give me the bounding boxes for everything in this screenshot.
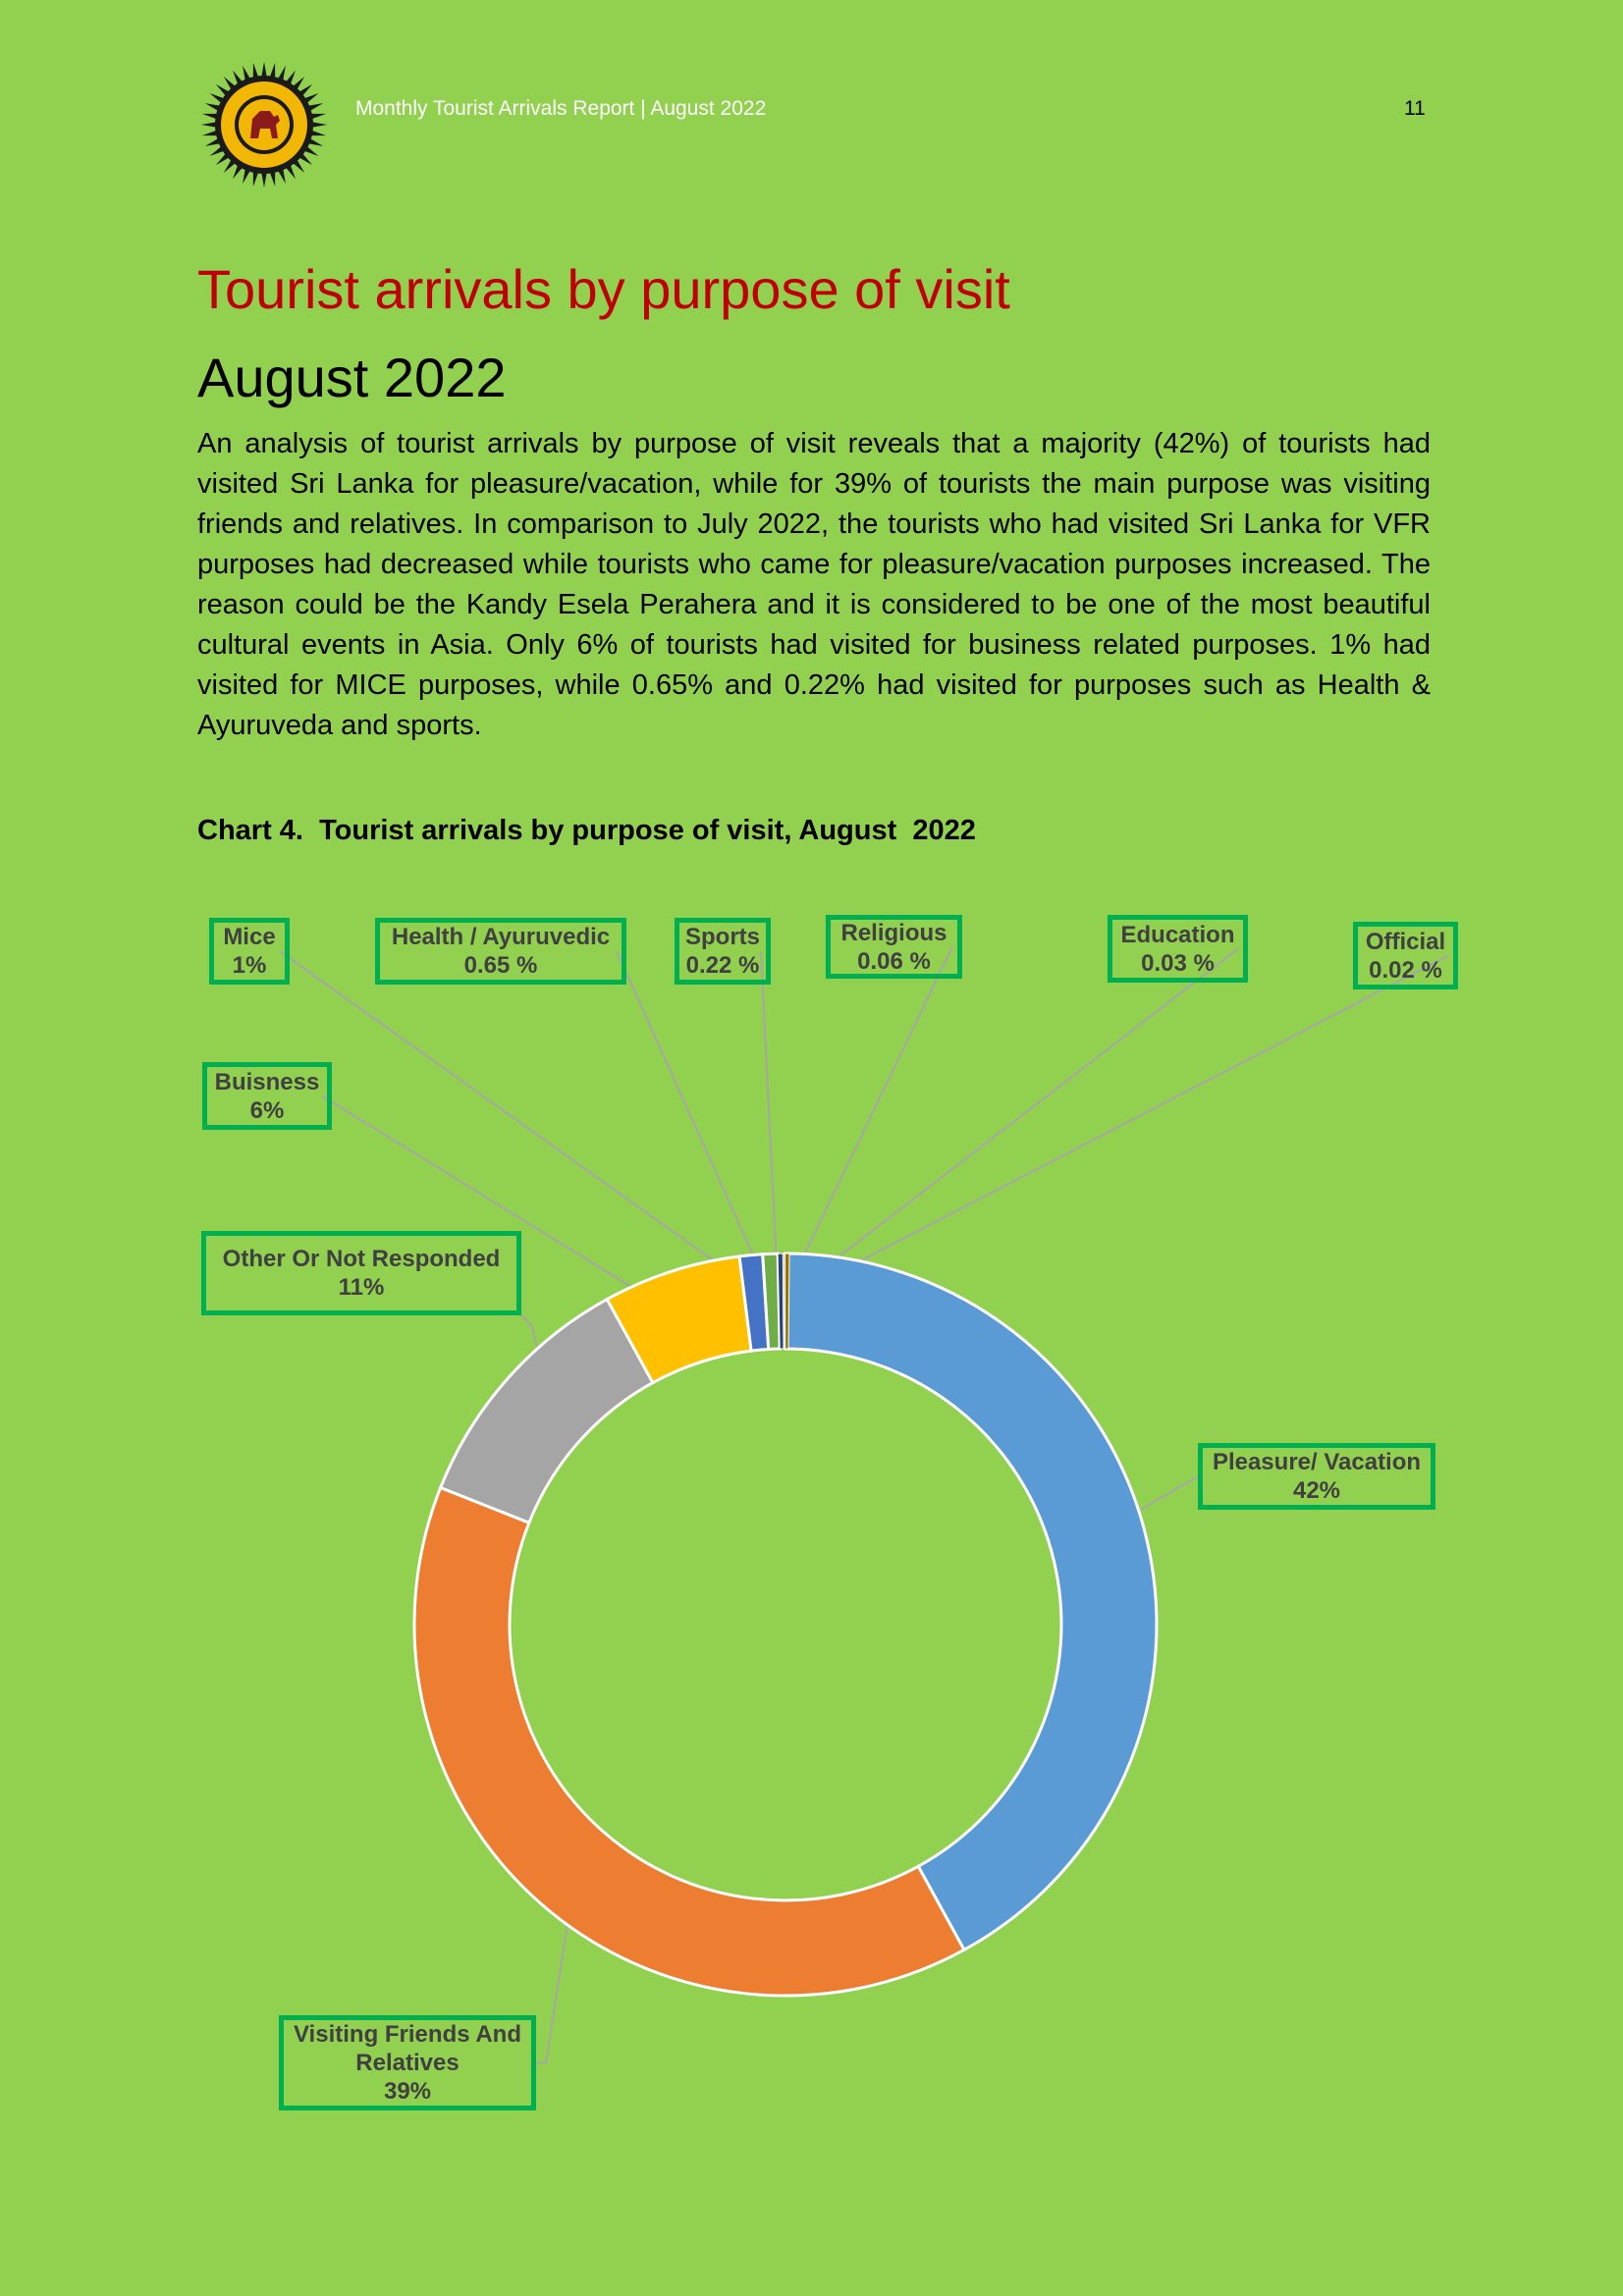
- leader-line-6: [760, 950, 779, 1289]
- slice-label-value: 6%: [249, 1096, 285, 1124]
- slice-label-name: Pleasure/ Vacation: [1212, 1449, 1422, 1475]
- donut-slice-2: [438, 1297, 655, 1525]
- slice-label-value: 0.22 %: [685, 952, 760, 979]
- slice-label-value: 39%: [383, 2078, 432, 2105]
- slice-label-name: Mice: [223, 924, 276, 950]
- slice-label-name: Visiting Friends And Relatives: [293, 2021, 522, 2076]
- page-subtitle: August 2022: [197, 347, 507, 408]
- slice-label-value: 1%: [232, 952, 267, 979]
- leader-lines: [279, 946, 1449, 2064]
- slice-label-1: Visiting Friends And Relatives 39%: [279, 2015, 536, 2110]
- tourism-authority-logo: [201, 62, 327, 187]
- slice-label-8: Education 0.03 %: [1108, 915, 1248, 983]
- chart-caption: Chart 4. Tourist arrivals by purpose of …: [197, 815, 976, 846]
- slice-label-name: Other Or Not Responded: [222, 1246, 501, 1272]
- leader-line-1: [536, 1859, 578, 2064]
- slice-label-name: Official: [1365, 928, 1446, 955]
- report-header-title: Monthly Tourist Arrivals Report | August…: [355, 97, 767, 120]
- slice-label-3: Buisness 6%: [202, 1062, 332, 1130]
- slice-label-name: Sports: [685, 924, 761, 950]
- leader-line-5: [616, 950, 769, 1289]
- leader-line-3: [321, 1095, 678, 1316]
- slice-label-name: Health / Ayuruvedic: [391, 924, 611, 950]
- page-title: Tourist arrivals by purpose of visit: [197, 258, 1010, 320]
- page-number: 11: [1404, 97, 1426, 120]
- leader-line-8: [784, 947, 1239, 1299]
- slice-label-9: Official 0.02 %: [1353, 922, 1458, 989]
- leader-line-2: [520, 1314, 539, 1351]
- slice-label-value: 0.02 %: [1369, 956, 1442, 984]
- slice-label-value: 0.06 %: [857, 947, 931, 975]
- slice-label-6: Sports 0.22 %: [675, 918, 771, 985]
- slice-label-name: Religious: [840, 919, 947, 946]
- slice-label-value: 0.03 %: [1141, 949, 1215, 977]
- slice-label-0: Pleasure/ Vacation 42%: [1198, 1443, 1435, 1510]
- leader-line-7: [784, 946, 953, 1295]
- analysis-paragraph: An analysis of tourist arrivals by purpo…: [197, 428, 1431, 741]
- donut-slices: [412, 1252, 1159, 1998]
- slice-label-7: Religious 0.06 %: [826, 915, 962, 979]
- donut-slice-9: [784, 1253, 790, 1350]
- slice-label-value: 11%: [338, 1274, 385, 1301]
- slice-label-2: Other Or Not Responded 11%: [201, 1231, 521, 1315]
- donut-slice-0: [784, 1252, 1159, 1952]
- slice-label-value: 42%: [1292, 1477, 1341, 1504]
- slice-label-value: 0.65 %: [463, 952, 538, 979]
- slice-label-name: Buisness: [214, 1068, 320, 1095]
- donut-slice-1: [412, 1485, 966, 1998]
- leader-line-4: [279, 950, 757, 1292]
- leader-line-9: [788, 954, 1449, 1299]
- slice-label-name: Education: [1120, 921, 1235, 948]
- slice-label-5: Health / Ayuruvedic 0.65 %: [375, 918, 626, 985]
- slice-label-4: Mice 1%: [209, 918, 290, 985]
